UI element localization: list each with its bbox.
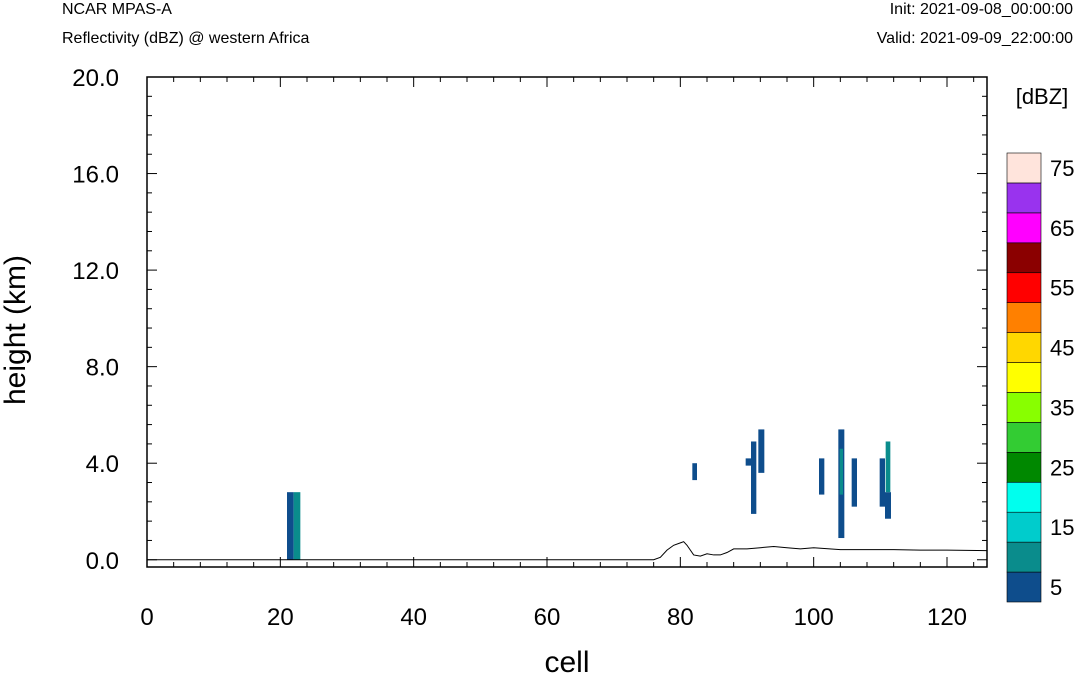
axis-ticks <box>146 76 987 567</box>
reflectivity-cell <box>751 441 757 514</box>
model-name: NCAR MPAS-A <box>62 1 172 18</box>
colorbar-bin <box>1006 541 1042 573</box>
reflectivity-cell <box>879 458 885 507</box>
colorbar <box>1006 152 1042 603</box>
colorbar-bin <box>1006 452 1042 483</box>
colorbar-title: [dBZ] <box>1016 84 1069 109</box>
colorbar-bin <box>1006 362 1042 393</box>
colorbar-bin <box>1006 302 1042 333</box>
reflectivity-cell <box>758 429 765 473</box>
colorbar-label: 45 <box>1050 336 1074 361</box>
x-tick-labels: 0 20 40 60 80 100 120 <box>140 604 967 631</box>
colorbar-bin <box>1006 571 1042 603</box>
colorbar-bin <box>1006 511 1042 543</box>
field-title: Reflectivity (dBZ) @ western Africa <box>62 30 310 47</box>
colorbar-label: 15 <box>1050 515 1074 540</box>
reflectivity-cell <box>692 463 697 481</box>
colorbar-bin <box>1006 242 1042 274</box>
y-tick-label: 16.0 <box>72 162 119 189</box>
y-tick-label: 0.0 <box>86 548 119 575</box>
colorbar-label: 5 <box>1050 575 1062 600</box>
x-tick-label: 100 <box>794 604 834 631</box>
y-tick-label: 8.0 <box>86 355 119 382</box>
reflectivity-cell <box>885 492 891 519</box>
colorbar-bin <box>1006 152 1042 184</box>
init-time: Init: 2021-09-08_00:00:00 <box>889 1 1073 18</box>
terrain-line <box>147 541 988 561</box>
reflectivity-cell <box>851 458 857 507</box>
colorbar-bin <box>1006 422 1042 453</box>
x-tick-label: 60 <box>534 604 561 631</box>
colorbar-labels: 5 15 25 35 45 55 65 75 <box>1050 156 1074 600</box>
reflectivity-cells <box>287 429 891 560</box>
x-tick-label: 80 <box>667 604 694 631</box>
reflectivity-cell <box>287 492 294 560</box>
y-tick-label: 12.0 <box>72 258 119 285</box>
colorbar-label: 35 <box>1050 395 1074 420</box>
colorbar-label: 65 <box>1050 216 1074 241</box>
valid-time: Valid: 2021-09-09_22:00:00 <box>876 30 1073 47</box>
colorbar-label: 25 <box>1050 455 1074 480</box>
x-tick-label: 0 <box>140 604 153 631</box>
colorbar-label: 55 <box>1050 276 1074 301</box>
reflectivity-cell <box>885 441 891 493</box>
colorbar-bin <box>1006 332 1042 363</box>
colorbar-label: 75 <box>1050 156 1074 181</box>
x-axis-title: cell <box>544 646 589 677</box>
terrain-line-path <box>147 541 988 561</box>
y-tick-labels: 0.0 4.0 8.0 12.0 16.0 20.0 <box>72 65 119 575</box>
colorbar-bin <box>1006 481 1042 513</box>
reflectivity-cell <box>293 492 301 560</box>
plot-frame <box>146 76 988 568</box>
x-tick-label: 120 <box>927 604 967 631</box>
reflectivity-cell <box>819 458 825 495</box>
colorbar-bin <box>1006 272 1042 303</box>
y-tick-label: 4.0 <box>86 451 119 478</box>
colorbar-bin <box>1006 212 1042 244</box>
reflectivity-cell <box>839 448 843 495</box>
colorbar-bin <box>1006 392 1042 423</box>
reflectivity-cell <box>745 458 751 466</box>
y-axis-title: height (km) <box>0 255 32 405</box>
x-tick-label: 40 <box>400 604 427 631</box>
colorbar-bin <box>1006 182 1042 214</box>
y-tick-label: 20.0 <box>72 65 119 92</box>
x-tick-label: 20 <box>267 604 294 631</box>
